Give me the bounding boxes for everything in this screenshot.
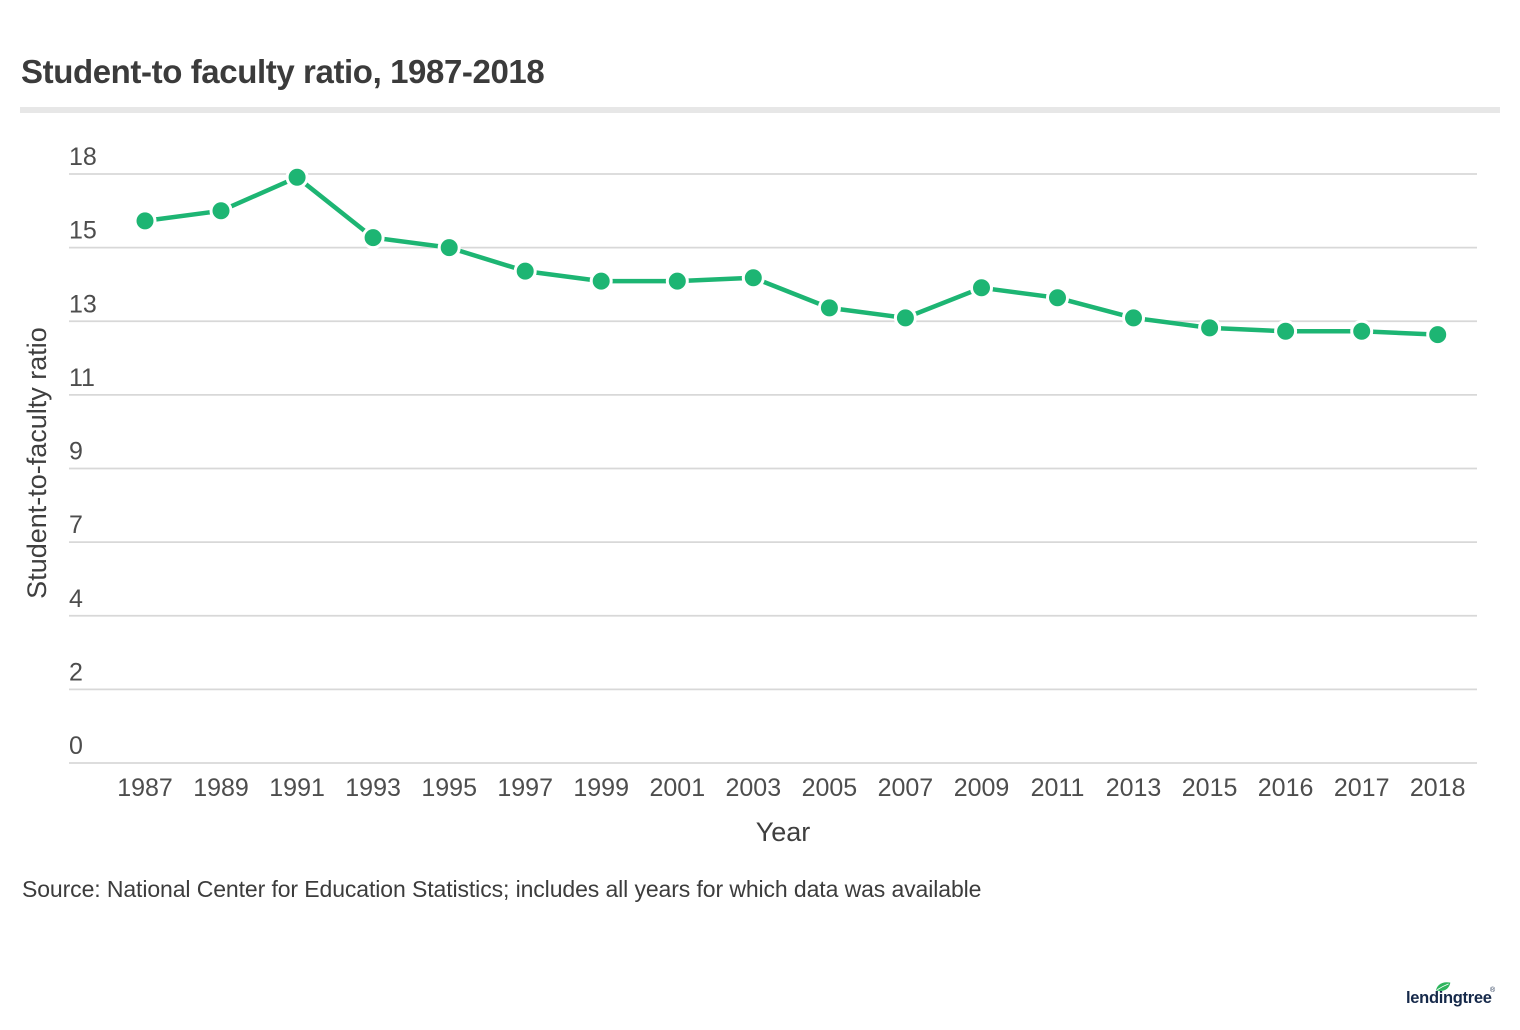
data-point-2018 bbox=[1426, 323, 1450, 347]
logo-text: lendingtree bbox=[1406, 989, 1492, 1007]
y-tick-label: 13 bbox=[69, 290, 97, 318]
chart-title: Student-to faculty ratio, 1987-2018 bbox=[21, 53, 545, 90]
data-point-1987 bbox=[133, 209, 157, 233]
x-tick-label: 1991 bbox=[269, 774, 325, 802]
x-tick-label: 2007 bbox=[878, 774, 934, 802]
data-point-2009 bbox=[970, 276, 993, 300]
y-tick-label: 7 bbox=[69, 511, 83, 539]
x-tick-label: 1997 bbox=[497, 774, 553, 802]
data-point-2016 bbox=[1274, 319, 1298, 343]
student-faculty-ratio-line-chart: 18 15 13 11 9 7 4 2 0 Student-to-faculty ratio 198… bbox=[22, 143, 1477, 847]
y-tick-label: 0 bbox=[69, 732, 83, 760]
y-tick-label: 18 bbox=[69, 143, 97, 171]
y-tick-label: 9 bbox=[69, 438, 83, 466]
x-tick-label: 2005 bbox=[802, 774, 858, 802]
y-axis-title: Student-to-faculty ratio bbox=[22, 327, 52, 599]
x-tick-label: 2001 bbox=[649, 774, 705, 802]
data-point-2005 bbox=[817, 296, 841, 320]
y-tick-label: 15 bbox=[69, 217, 97, 245]
data-point-2001 bbox=[665, 269, 689, 293]
x-tick-label: 2003 bbox=[725, 774, 781, 802]
source-note: Source: National Center for Education St… bbox=[22, 876, 982, 902]
data-point-1993 bbox=[361, 226, 385, 250]
lendingtree-logo: lendingtree ® bbox=[1406, 982, 1506, 1013]
x-tick-label: 2009 bbox=[954, 774, 1010, 802]
y-tick-label: 2 bbox=[69, 658, 83, 686]
x-tick-label: 2011 bbox=[1031, 774, 1085, 802]
y-tick-label: 4 bbox=[69, 585, 83, 613]
x-axis-title: Year bbox=[756, 817, 811, 847]
x-tick-label: 2016 bbox=[1258, 774, 1314, 802]
x-tick-label: 1993 bbox=[345, 774, 401, 802]
data-point-2003 bbox=[741, 266, 765, 290]
x-tick-label: 2017 bbox=[1334, 774, 1390, 802]
data-point-1999 bbox=[589, 269, 613, 293]
data-point-1989 bbox=[209, 199, 233, 223]
title-divider bbox=[20, 107, 1500, 113]
data-point-2015 bbox=[1198, 316, 1222, 340]
x-tick-label: 1995 bbox=[421, 774, 477, 802]
data-point-1995 bbox=[437, 236, 461, 260]
data-point-2007 bbox=[893, 306, 917, 330]
data-point-2017 bbox=[1350, 319, 1374, 343]
data-point-1997 bbox=[513, 259, 537, 283]
x-tick-label: 2013 bbox=[1106, 774, 1162, 802]
y-tick-label: 11 bbox=[69, 364, 95, 392]
x-tick-label: 1987 bbox=[117, 774, 173, 802]
data-point-1991 bbox=[285, 165, 309, 189]
leaf-icon bbox=[1436, 982, 1451, 991]
trend-line bbox=[142, 175, 1440, 337]
registered-mark: ® bbox=[1490, 987, 1496, 994]
data-point-2011 bbox=[1046, 286, 1069, 310]
x-tick-label: 2015 bbox=[1182, 774, 1238, 802]
x-tick-label: 2018 bbox=[1410, 774, 1466, 802]
x-tick-label: 1999 bbox=[573, 774, 629, 802]
x-tick-label: 1989 bbox=[193, 774, 249, 802]
data-point-2013 bbox=[1122, 306, 1145, 330]
